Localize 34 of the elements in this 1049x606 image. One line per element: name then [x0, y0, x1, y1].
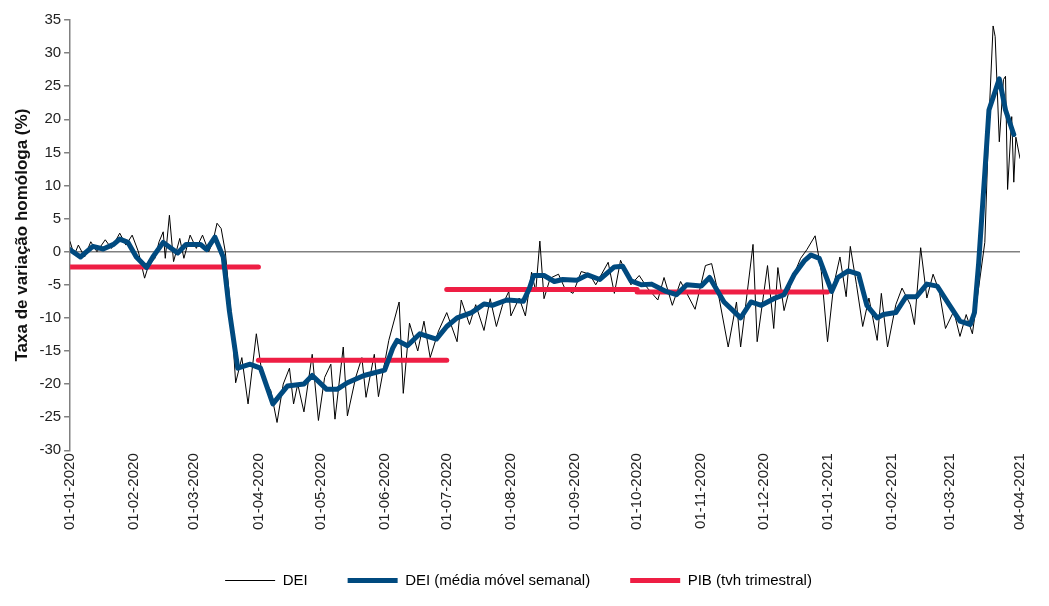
x-tick-label: 04-04-2021 [1010, 453, 1028, 531]
x-tick-label: 01-03-2020 [184, 453, 202, 531]
x-tick-label: 01-01-2021 [817, 453, 835, 531]
x-tick-label: 01-06-2020 [374, 453, 392, 531]
y-tick-label: 35 [44, 10, 62, 28]
y-tick-label: -20 [39, 374, 62, 392]
y-tick-label: 0 [52, 241, 62, 259]
y-tick-label: -10 [39, 308, 62, 326]
x-tick-label: 01-08-2020 [501, 453, 519, 531]
y-tick-label: -30 [39, 440, 62, 458]
y-tick-label: -15 [39, 341, 62, 359]
y-tick-label: -25 [39, 407, 62, 425]
legend-label: DEI [282, 570, 308, 588]
x-tick-label: 01-02-2020 [124, 453, 142, 531]
x-tick-label: 01-02-2021 [881, 453, 899, 531]
legend-label: DEI (média móvel semanal) [405, 570, 591, 588]
y-tick-label: 15 [44, 142, 62, 160]
x-tick-label: 01-11-2020 [691, 453, 709, 529]
y-tick-label: 30 [44, 43, 62, 61]
x-tick-label: 01-01-2020 [60, 453, 78, 531]
x-tick-label: 01-03-2021 [939, 453, 957, 531]
y-tick-label: 20 [44, 109, 62, 127]
x-tick-label: 01-09-2020 [565, 453, 583, 531]
x-tick-label: 01-05-2020 [310, 453, 328, 531]
y-tick-label: 25 [44, 76, 62, 94]
y-axis-title: Taxa de variação homóloga (%) [11, 108, 31, 362]
legend-label: PIB (tvh trimestral) [687, 570, 812, 588]
y-tick-label: 5 [52, 208, 62, 226]
x-tick-label: 01-07-2020 [436, 453, 454, 531]
y-tick-label: -5 [47, 274, 62, 292]
x-tick-label: 01-04-2020 [248, 453, 266, 531]
x-tick-label: 01-10-2020 [627, 453, 645, 531]
y-tick-label: 10 [44, 175, 62, 193]
x-tick-label: 01-12-2020 [753, 453, 771, 531]
